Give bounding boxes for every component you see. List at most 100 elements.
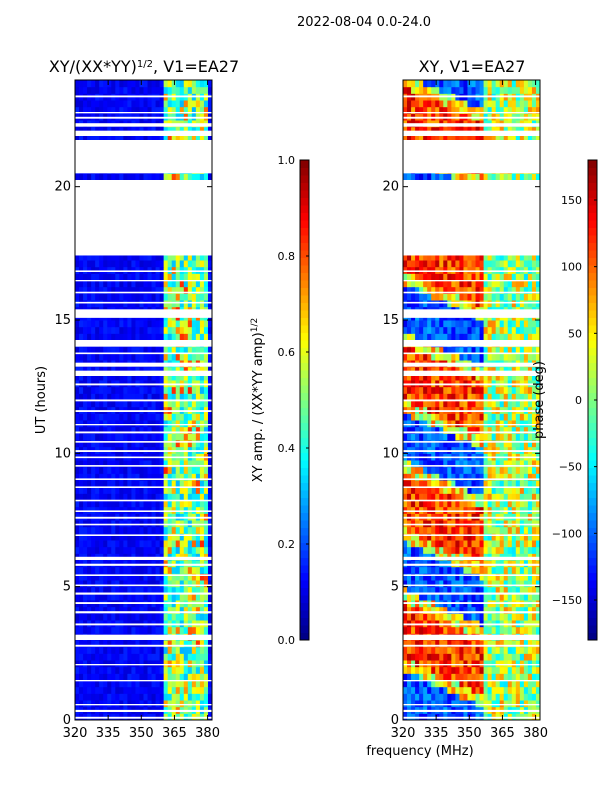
heatmap-cell bbox=[135, 420, 140, 428]
heatmap-cell bbox=[191, 626, 197, 634]
heatmap-cell bbox=[115, 433, 120, 441]
heatmap-cell bbox=[131, 540, 136, 548]
heatmap-cell bbox=[447, 526, 452, 534]
flagged-row bbox=[75, 486, 212, 488]
heatmap-cell bbox=[423, 413, 428, 421]
heatmap-cell bbox=[423, 560, 428, 568]
heatmap-cell bbox=[483, 680, 489, 688]
heatmap-cell bbox=[115, 493, 120, 501]
heatmap-cell bbox=[199, 420, 205, 428]
flagged-row bbox=[75, 301, 212, 304]
heatmap-cell bbox=[119, 580, 124, 588]
heatmap-cell bbox=[91, 420, 96, 428]
heatmap-cell bbox=[507, 613, 513, 621]
heatmap-cell bbox=[99, 433, 104, 441]
heatmap-cell bbox=[131, 466, 136, 474]
heatmap-cell bbox=[95, 266, 100, 274]
heatmap-cell bbox=[135, 540, 140, 548]
heatmap-cell bbox=[107, 500, 112, 508]
heatmap-cell bbox=[187, 526, 193, 534]
heatmap-cell bbox=[427, 673, 432, 681]
heatmap-cell bbox=[435, 413, 440, 421]
heatmap-cell bbox=[407, 646, 412, 654]
heatmap-cell bbox=[459, 613, 464, 621]
heatmap-cell bbox=[191, 373, 197, 381]
heatmap-cell bbox=[115, 606, 120, 614]
heatmap-cell bbox=[107, 680, 112, 688]
heatmap-cell bbox=[515, 500, 521, 508]
heatmap-cell bbox=[127, 526, 132, 534]
heatmap-cell bbox=[79, 400, 84, 408]
heatmap-cell bbox=[151, 253, 157, 261]
heatmap-cell bbox=[83, 266, 88, 274]
heatmap-cell bbox=[151, 400, 157, 408]
heatmap-cell bbox=[527, 666, 533, 674]
heatmap-cell bbox=[195, 520, 201, 528]
heatmap-cell bbox=[135, 440, 140, 448]
heatmap-cell bbox=[75, 173, 80, 181]
heatmap-cell bbox=[103, 326, 108, 334]
heatmap-cell bbox=[483, 520, 489, 528]
heatmap-cell bbox=[439, 413, 444, 421]
heatmap-cell bbox=[515, 413, 521, 421]
heatmap-cell bbox=[443, 486, 448, 494]
heatmap-cell bbox=[167, 506, 173, 514]
heatmap-cell bbox=[507, 593, 513, 601]
heatmap-cell bbox=[423, 626, 428, 634]
heatmap-cell bbox=[135, 660, 140, 668]
heatmap-cell bbox=[171, 506, 177, 514]
heatmap-cell bbox=[407, 673, 412, 681]
heatmap-cell bbox=[103, 440, 108, 448]
heatmap-cell bbox=[531, 700, 537, 708]
heatmap-cell bbox=[163, 533, 169, 541]
heatmap-cell bbox=[87, 386, 92, 394]
heatmap-cell bbox=[403, 433, 408, 441]
heatmap-cell bbox=[171, 666, 177, 674]
heatmap-cell bbox=[187, 653, 193, 661]
heatmap-cell bbox=[159, 613, 165, 621]
heatmap-cell bbox=[127, 493, 132, 501]
heatmap-cell bbox=[407, 460, 412, 468]
heatmap-cell bbox=[207, 440, 213, 448]
heatmap-cell bbox=[119, 386, 124, 394]
colorbar-step bbox=[300, 475, 309, 483]
heatmap-cell bbox=[79, 666, 84, 674]
heatmap-cell bbox=[459, 460, 464, 468]
heatmap-cell bbox=[411, 660, 416, 668]
heatmap-cell bbox=[111, 653, 116, 661]
heatmap-cell bbox=[107, 606, 112, 614]
heatmap-cell bbox=[95, 533, 100, 541]
heatmap-cell bbox=[159, 686, 165, 694]
heatmap-cell bbox=[479, 613, 485, 621]
heatmap-cell bbox=[483, 433, 489, 441]
heatmap-cell bbox=[95, 300, 100, 308]
heatmap-cell bbox=[199, 526, 205, 534]
heatmap-cell bbox=[191, 100, 197, 108]
heatmap-cell bbox=[523, 493, 529, 501]
heatmap-cell bbox=[127, 586, 132, 594]
y-tick-label: 0 bbox=[63, 713, 71, 728]
heatmap-cell bbox=[143, 286, 149, 294]
heatmap-cell bbox=[527, 440, 533, 448]
heatmap-cell bbox=[191, 493, 197, 501]
heatmap-cell bbox=[159, 673, 165, 681]
heatmap-cell bbox=[83, 480, 88, 488]
heatmap-cell bbox=[159, 680, 165, 688]
heatmap-cell bbox=[171, 566, 177, 574]
heatmap-cell bbox=[535, 666, 541, 674]
heatmap-cell bbox=[91, 273, 96, 281]
heatmap-cell bbox=[107, 260, 112, 268]
heatmap-cell bbox=[95, 573, 100, 581]
heatmap-cell bbox=[163, 260, 169, 268]
heatmap-cell bbox=[103, 593, 108, 601]
heatmap-cell bbox=[171, 660, 177, 668]
heatmap-cell bbox=[467, 546, 472, 554]
heatmap-cell bbox=[463, 593, 468, 601]
heatmap-cell bbox=[435, 673, 440, 681]
heatmap-cell bbox=[119, 593, 124, 601]
heatmap-cell bbox=[467, 566, 472, 574]
heatmap-cell bbox=[491, 500, 497, 508]
heatmap-cell bbox=[455, 413, 460, 421]
flagged-row bbox=[75, 180, 212, 256]
heatmap-cell bbox=[183, 400, 189, 408]
